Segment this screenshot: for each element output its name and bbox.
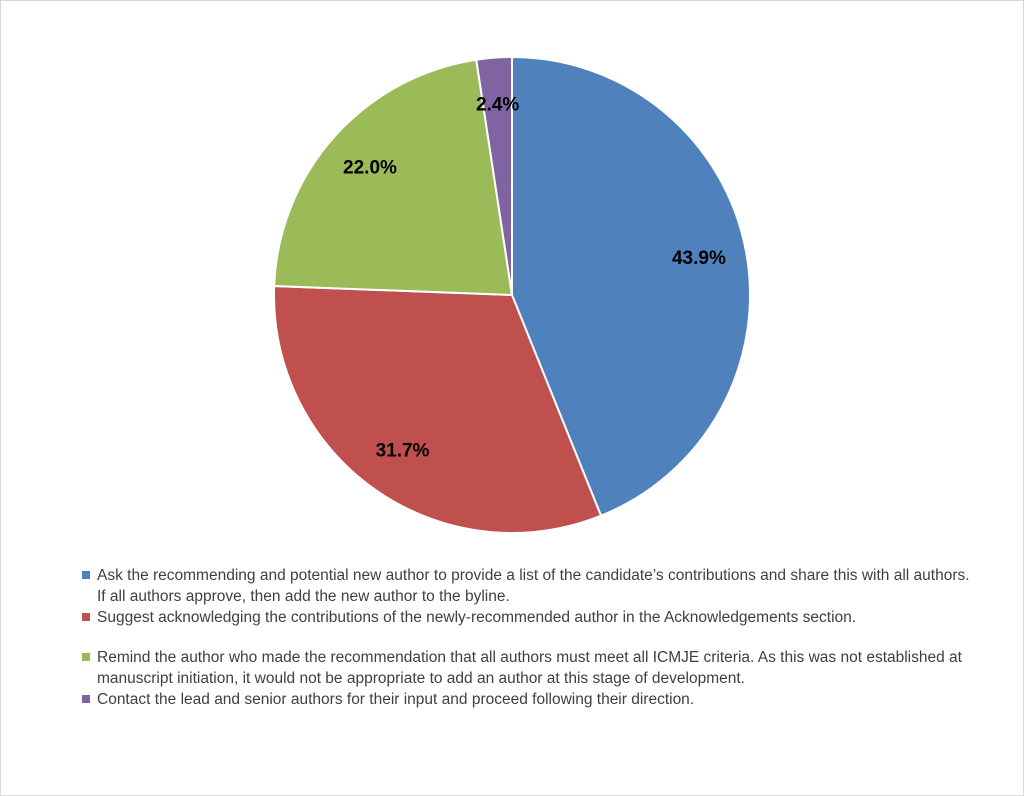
- legend-label-3: Contact the lead and senior authors for …: [97, 691, 695, 708]
- legend-item-1: Suggest acknowledging the contributions …: [80, 607, 980, 628]
- legend-swatch-3: [82, 695, 90, 703]
- legend-item-0: Ask the recommending and potential new a…: [80, 565, 980, 607]
- data-label-3: 2.4%: [476, 95, 519, 116]
- pie-slice-2: [273, 58, 514, 297]
- legend-label-1: Suggest acknowledging the contributions …: [97, 609, 857, 626]
- data-label-0: 43.9%: [672, 248, 726, 269]
- legend: Ask the recommending and potential new a…: [80, 565, 980, 710]
- pie-slice-3: [475, 55, 513, 296]
- pie-slices: [273, 55, 751, 534]
- legend-swatch-1: [82, 613, 90, 621]
- legend-item-3: Contact the lead and senior authors for …: [80, 689, 980, 710]
- pie-data-labels: 43.9% 31.7% 22.0% 2.4%: [343, 95, 726, 462]
- legend-label-0: Ask the recommending and potential new a…: [97, 567, 970, 605]
- data-label-2: 22.0%: [343, 158, 397, 179]
- pie-slice-0: [511, 55, 751, 518]
- data-label-1: 31.7%: [376, 440, 430, 461]
- legend-swatch-2: [82, 653, 90, 661]
- pie-slice-1: [273, 284, 603, 534]
- legend-label-2: Remind the author who made the recommend…: [97, 649, 962, 687]
- legend-swatch-0: [82, 571, 90, 579]
- legend-item-2: Remind the author who made the recommend…: [80, 647, 980, 689]
